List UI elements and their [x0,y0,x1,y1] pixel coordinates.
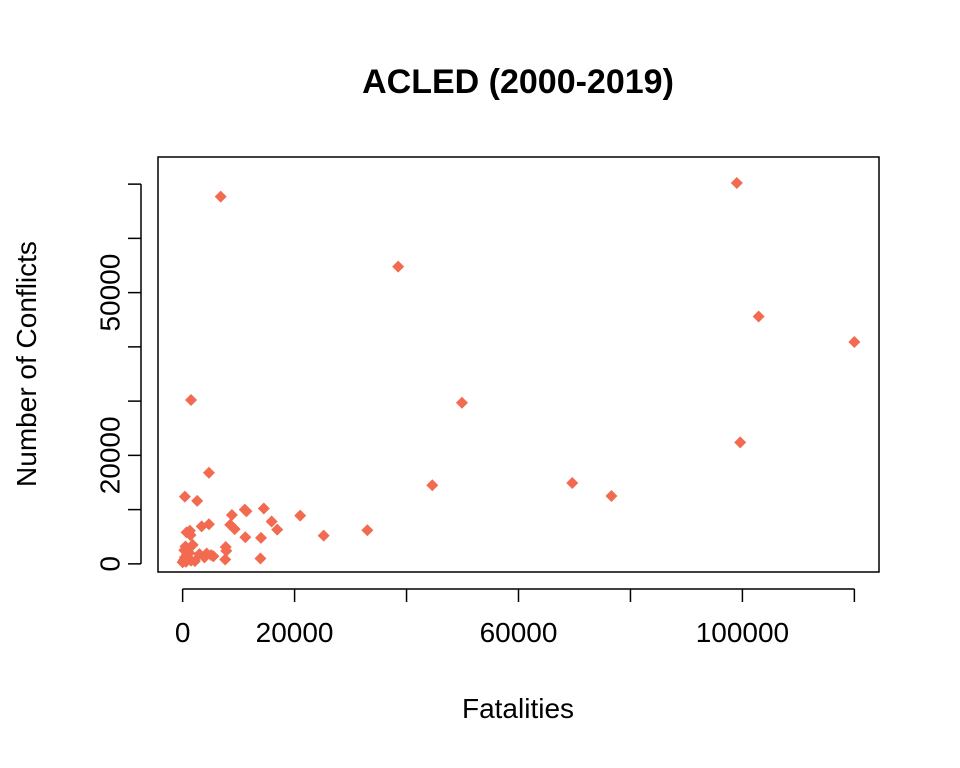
data-points [176,177,861,569]
data-point [178,490,191,503]
data-point [294,509,307,522]
data-point [214,190,227,203]
data-point [186,538,199,551]
data-point [734,436,747,449]
data-point [202,466,215,479]
data-point [207,550,220,563]
x-axis: 0 20000 60000 100000 [175,588,856,648]
x-tick-label: 100000 [696,617,789,648]
x-axis-label: Fatalities [462,693,574,724]
y-axis: 0 20000 50000 [95,183,142,572]
data-point [730,177,743,190]
data-point [271,523,284,536]
y-tick-label: 20000 [95,416,126,494]
y-tick-label: 50000 [95,254,126,332]
data-point [220,544,233,557]
data-point [228,523,241,536]
data-point [202,518,215,531]
chart-title: ACLED (2000-2019) [362,63,674,101]
data-point [184,529,197,542]
data-point [240,505,253,518]
plot-area-frame [157,156,880,573]
data-point [255,531,267,544]
data-point [257,502,270,515]
x-tick-label: 20000 [256,617,334,648]
data-point [254,552,267,565]
data-point [566,477,579,490]
data-point [239,531,252,544]
data-point [426,479,439,492]
data-point [392,260,405,273]
data-point [225,509,238,522]
data-point [605,490,618,503]
data-point [317,529,330,542]
data-point [265,515,278,528]
data-point [191,494,204,507]
data-point [361,524,374,537]
data-point [752,310,765,323]
data-point [848,335,861,348]
x-tick-label: 60000 [480,617,558,648]
data-point [185,394,198,407]
y-tick-label: 0 [95,556,126,572]
x-tick-label: 0 [175,617,191,648]
data-point [219,553,232,566]
y-axis-label: Number of Conflicts [11,241,42,487]
data-point [455,396,468,409]
